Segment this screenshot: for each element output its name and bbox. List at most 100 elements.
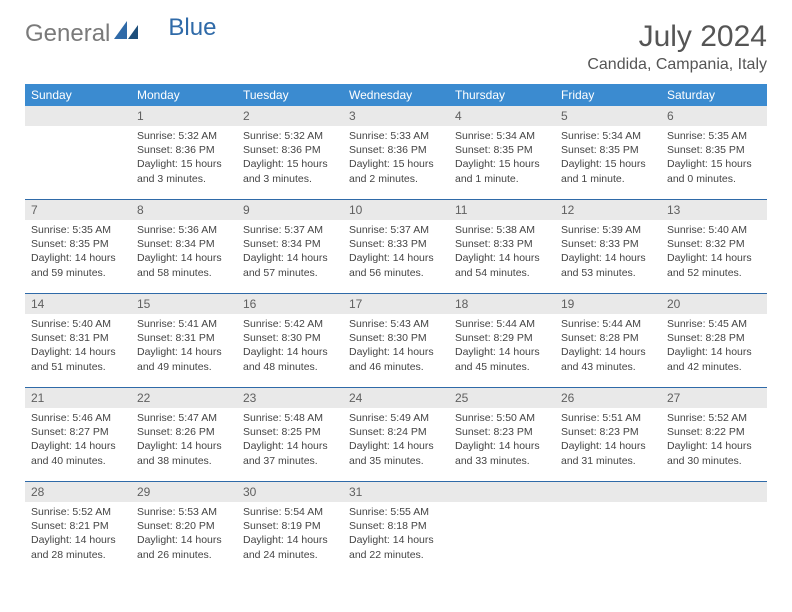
day-body-cell xyxy=(661,502,767,575)
day-body-cell: Sunrise: 5:40 AMSunset: 8:31 PMDaylight:… xyxy=(25,314,131,388)
sunset-line: Sunset: 8:34 PM xyxy=(243,237,337,251)
daylight-line: Daylight: 14 hours and 30 minutes. xyxy=(667,439,761,467)
day-body-cell: Sunrise: 5:42 AMSunset: 8:30 PMDaylight:… xyxy=(237,314,343,388)
sunset-line: Sunset: 8:28 PM xyxy=(561,331,655,345)
day-body-cell: Sunrise: 5:45 AMSunset: 8:28 PMDaylight:… xyxy=(661,314,767,388)
day-number-cell: 8 xyxy=(131,200,237,221)
weekday-header: Saturday xyxy=(661,84,767,106)
sunrise-line: Sunrise: 5:47 AM xyxy=(137,411,231,425)
day-number-cell: 11 xyxy=(449,200,555,221)
weekday-header: Tuesday xyxy=(237,84,343,106)
weekday-header: Friday xyxy=(555,84,661,106)
daylight-line: Daylight: 14 hours and 24 minutes. xyxy=(243,533,337,561)
day-number-cell: 19 xyxy=(555,294,661,315)
day-body-cell: Sunrise: 5:37 AMSunset: 8:34 PMDaylight:… xyxy=(237,220,343,294)
sunset-line: Sunset: 8:33 PM xyxy=(561,237,655,251)
sunrise-line: Sunrise: 5:48 AM xyxy=(243,411,337,425)
sunset-line: Sunset: 8:31 PM xyxy=(31,331,125,345)
sunset-line: Sunset: 8:29 PM xyxy=(455,331,549,345)
sunrise-line: Sunrise: 5:43 AM xyxy=(349,317,443,331)
logo-text-blue: Blue xyxy=(168,14,216,42)
sunrise-line: Sunrise: 5:52 AM xyxy=(31,505,125,519)
day-number-row: 14151617181920 xyxy=(25,294,767,315)
sunset-line: Sunset: 8:23 PM xyxy=(561,425,655,439)
day-body-cell: Sunrise: 5:41 AMSunset: 8:31 PMDaylight:… xyxy=(131,314,237,388)
sunset-line: Sunset: 8:36 PM xyxy=(349,143,443,157)
day-number-cell: 3 xyxy=(343,106,449,126)
sunset-line: Sunset: 8:19 PM xyxy=(243,519,337,533)
day-number-cell xyxy=(449,482,555,503)
daylight-line: Daylight: 14 hours and 43 minutes. xyxy=(561,345,655,373)
day-number-cell: 27 xyxy=(661,388,767,409)
sunrise-line: Sunrise: 5:55 AM xyxy=(349,505,443,519)
sunrise-line: Sunrise: 5:44 AM xyxy=(455,317,549,331)
day-number-cell: 28 xyxy=(25,482,131,503)
sunset-line: Sunset: 8:35 PM xyxy=(667,143,761,157)
day-number-cell: 25 xyxy=(449,388,555,409)
day-body-cell: Sunrise: 5:32 AMSunset: 8:36 PMDaylight:… xyxy=(237,126,343,200)
sunrise-line: Sunrise: 5:53 AM xyxy=(137,505,231,519)
daylight-line: Daylight: 14 hours and 57 minutes. xyxy=(243,251,337,279)
day-body-cell: Sunrise: 5:35 AMSunset: 8:35 PMDaylight:… xyxy=(25,220,131,294)
day-body-cell xyxy=(25,126,131,200)
daylight-line: Daylight: 14 hours and 35 minutes. xyxy=(349,439,443,467)
day-number-cell: 20 xyxy=(661,294,767,315)
sunset-line: Sunset: 8:20 PM xyxy=(137,519,231,533)
daylight-line: Daylight: 14 hours and 28 minutes. xyxy=(31,533,125,561)
daylight-line: Daylight: 14 hours and 26 minutes. xyxy=(137,533,231,561)
day-number-cell xyxy=(25,106,131,126)
day-number-cell: 7 xyxy=(25,200,131,221)
day-number-cell: 29 xyxy=(131,482,237,503)
day-number-cell: 14 xyxy=(25,294,131,315)
title-block: July 2024 Candida, Campania, Italy xyxy=(587,20,767,74)
sunset-line: Sunset: 8:21 PM xyxy=(31,519,125,533)
daylight-line: Daylight: 15 hours and 1 minute. xyxy=(561,157,655,185)
day-body-cell: Sunrise: 5:39 AMSunset: 8:33 PMDaylight:… xyxy=(555,220,661,294)
day-body-cell: Sunrise: 5:33 AMSunset: 8:36 PMDaylight:… xyxy=(343,126,449,200)
sunrise-line: Sunrise: 5:38 AM xyxy=(455,223,549,237)
day-body-cell: Sunrise: 5:36 AMSunset: 8:34 PMDaylight:… xyxy=(131,220,237,294)
day-number-cell: 21 xyxy=(25,388,131,409)
header: General Blue July 2024 Candida, Campania… xyxy=(25,20,767,74)
sunset-line: Sunset: 8:26 PM xyxy=(137,425,231,439)
day-number-cell: 15 xyxy=(131,294,237,315)
day-body-cell: Sunrise: 5:47 AMSunset: 8:26 PMDaylight:… xyxy=(131,408,237,482)
sunrise-line: Sunrise: 5:40 AM xyxy=(31,317,125,331)
calendar-table: SundayMondayTuesdayWednesdayThursdayFrid… xyxy=(25,84,767,575)
daylight-line: Daylight: 14 hours and 51 minutes. xyxy=(31,345,125,373)
day-body-cell: Sunrise: 5:52 AMSunset: 8:22 PMDaylight:… xyxy=(661,408,767,482)
day-number-cell: 13 xyxy=(661,200,767,221)
sunset-line: Sunset: 8:30 PM xyxy=(243,331,337,345)
daylight-line: Daylight: 14 hours and 37 minutes. xyxy=(243,439,337,467)
daylight-line: Daylight: 14 hours and 59 minutes. xyxy=(31,251,125,279)
day-body-cell: Sunrise: 5:44 AMSunset: 8:28 PMDaylight:… xyxy=(555,314,661,388)
sunrise-line: Sunrise: 5:35 AM xyxy=(31,223,125,237)
day-body-row: Sunrise: 5:32 AM Sunset: 8:36 PM Daylight:… xyxy=(25,126,767,200)
daylight-line: Daylight: 14 hours and 31 minutes. xyxy=(561,439,655,467)
sunset-line: Sunset: 8:22 PM xyxy=(667,425,761,439)
sunset-line: Sunset: 8:35 PM xyxy=(455,143,549,157)
sunrise-line: Sunrise: 5:36 AM xyxy=(137,223,231,237)
sunset-line: Sunset: 8:25 PM xyxy=(243,425,337,439)
day-body-cell: Sunrise: 5:35 AMSunset: 8:35 PMDaylight:… xyxy=(661,126,767,200)
day-body-cell: Sunrise: 5:46 AMSunset: 8:27 PMDaylight:… xyxy=(25,408,131,482)
day-number-cell: 1 xyxy=(131,106,237,126)
day-number-cell: 18 xyxy=(449,294,555,315)
sunrise-line: Sunrise: 5:41 AM xyxy=(137,317,231,331)
daylight-line: Daylight: 14 hours and 22 minutes. xyxy=(349,533,443,561)
sunrise-line: Sunrise: 5:32 AM xyxy=(243,129,337,143)
sunset-line: Sunset: 8:35 PM xyxy=(561,143,655,157)
sunrise-line: Sunrise: 5:39 AM xyxy=(561,223,655,237)
daylight-line: Daylight: 14 hours and 40 minutes. xyxy=(31,439,125,467)
sunrise-line: Sunrise: 5:44 AM xyxy=(561,317,655,331)
sunset-line: Sunset: 8:31 PM xyxy=(137,331,231,345)
sunrise-line: Sunrise: 5:40 AM xyxy=(667,223,761,237)
logo-text-general: General xyxy=(25,20,110,48)
sunrise-line: Sunrise: 5:49 AM xyxy=(349,411,443,425)
daylight-line: Daylight: 14 hours and 58 minutes. xyxy=(137,251,231,279)
day-body-cell: Sunrise: 5:54 AMSunset: 8:19 PMDaylight:… xyxy=(237,502,343,575)
day-body-cell: Sunrise: 5:34 AMSunset: 8:35 PMDaylight:… xyxy=(449,126,555,200)
weekday-header: Sunday xyxy=(25,84,131,106)
month-title: July 2024 xyxy=(587,20,767,54)
day-number-cell: 5 xyxy=(555,106,661,126)
